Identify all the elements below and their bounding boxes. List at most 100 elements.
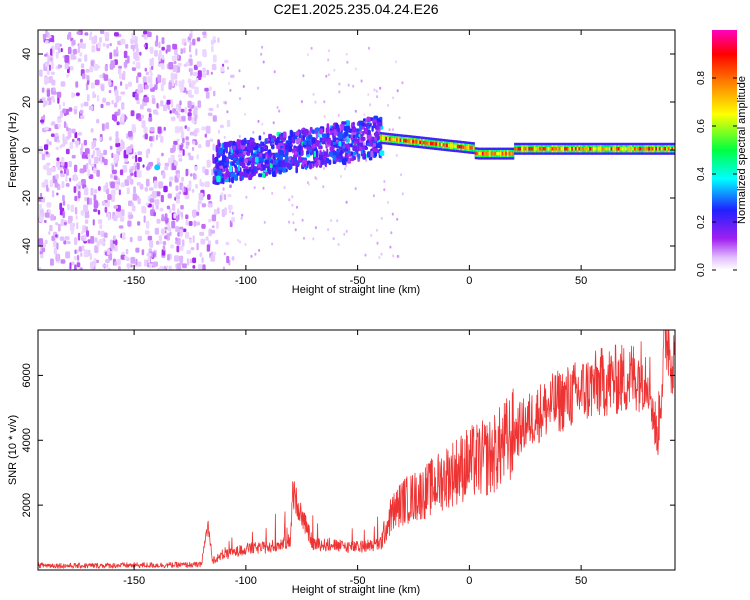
spectrogram-cell [54,182,59,188]
spectrogram-cell [62,108,67,114]
spectrogram-cell [311,145,316,149]
spectrogram-cell [74,173,77,181]
spectrogram-cell [240,216,243,220]
spectrogram-cell [178,104,181,112]
spectrogram-cell [200,182,205,187]
spectrogram-cells [38,30,675,270]
spectrogram-cell [188,180,192,186]
spectrogram-cell [226,156,229,162]
spectrogram-x-tick-label: -150 [123,275,145,287]
spectrogram-cell [341,121,347,125]
spectrogram-cell [142,164,145,168]
spectrogram-cell [137,83,143,91]
spectrogram-cell [288,198,291,202]
spectrogram-cell [105,189,110,195]
spectrogram-cell [124,179,130,186]
spectrogram-cell [71,39,76,46]
spectrogram-cell [621,147,624,151]
spectrogram-cell [131,32,136,40]
spectrogram-cell [104,206,108,213]
spectrogram-cell [74,237,78,245]
spectrogram-cell [282,166,287,173]
spectrogram-cell [165,49,168,54]
spectrogram-cell [112,235,116,241]
spectrogram-cell [218,160,223,166]
spectrogram-cell [251,168,255,175]
spectrogram-cell [360,79,363,83]
spectrogram-cell [271,242,274,246]
spectrogram-cell [183,47,186,54]
spectrogram-cell [308,140,312,146]
spectrogram-cell [419,140,422,144]
spectrogram-cell [314,140,320,147]
spectrogram-cell [88,105,94,111]
spectrogram-cell [532,147,534,151]
spectrogram-cell [70,204,75,213]
spectrogram-cell [297,156,302,162]
spectrogram-cell [510,151,513,156]
spectrogram-cell [247,160,251,166]
spectrogram-cell [56,253,60,262]
spectrogram-cell [379,116,383,120]
spectrogram-cell [291,195,294,199]
spectrogram-cell [154,227,159,235]
spectrogram-cell [153,211,156,217]
spectrogram-cell [232,153,237,158]
spectrogram-cell [192,110,198,116]
spectrogram-cell [168,81,172,90]
spectrogram-cell [506,151,509,156]
spectrogram-cell [68,107,73,112]
spectrogram-cell [336,219,339,223]
spectrogram-cell [303,236,305,240]
spectrogram-cell [569,147,572,151]
spectrogram-cell [45,40,49,44]
spectrogram-cell [90,187,94,196]
spectrogram-cell [61,181,65,189]
spectrogram-cell [285,149,288,156]
spectrogram-cell [156,102,159,109]
spectrogram-cell [162,241,167,246]
spectrogram-cell [648,147,651,151]
spectrogram-cell [612,147,615,151]
spectrogram-cell [168,105,171,111]
spectrogram-cell [205,236,209,241]
spectrogram-cell [646,147,649,151]
spectrogram-cell [140,114,145,119]
spectrogram-cell [501,151,504,156]
spectrogram-cell [86,197,90,205]
spectrogram-cell [251,142,257,147]
spectrogram-cell [167,193,172,199]
spectrogram-cell [464,145,466,149]
spectrogram-cell [263,220,266,224]
spectrogram-cell [258,248,261,252]
spectrogram-cell [372,122,377,129]
spectrogram-cell [283,186,286,190]
spectrogram-cell [195,184,198,189]
spectrogram-cell [118,225,124,229]
spectrogram-cell [74,140,80,145]
spectrogram-cell [385,136,388,141]
spectrogram-cell [319,128,324,135]
spectrogram-cell [467,145,470,150]
spectrogram-cell [185,141,190,146]
spectrogram-cell [576,147,579,151]
spectrogram-cell [201,126,207,131]
spectrogram-cell [222,187,225,191]
spectrogram-cell [476,151,479,156]
spectrogram-cell [181,239,185,247]
spectrogram-cell [387,200,389,204]
spectrogram-cell [352,121,355,126]
spectrogram-cell [130,264,133,268]
spectrogram-cell [89,253,92,261]
spectrogram-cell [338,82,341,86]
spectrogram-cell [127,220,132,227]
spectrogram-cell [40,119,45,123]
spectrogram-cell [142,134,145,138]
spectrogram-cell [108,89,112,94]
spectrogram-cell [162,77,166,86]
spectrogram-cell [169,110,172,114]
spectrogram-cell [45,151,49,155]
spectrogram-cell [211,225,215,229]
spectrogram-cell [147,264,150,268]
spectrogram-cell [271,191,274,195]
